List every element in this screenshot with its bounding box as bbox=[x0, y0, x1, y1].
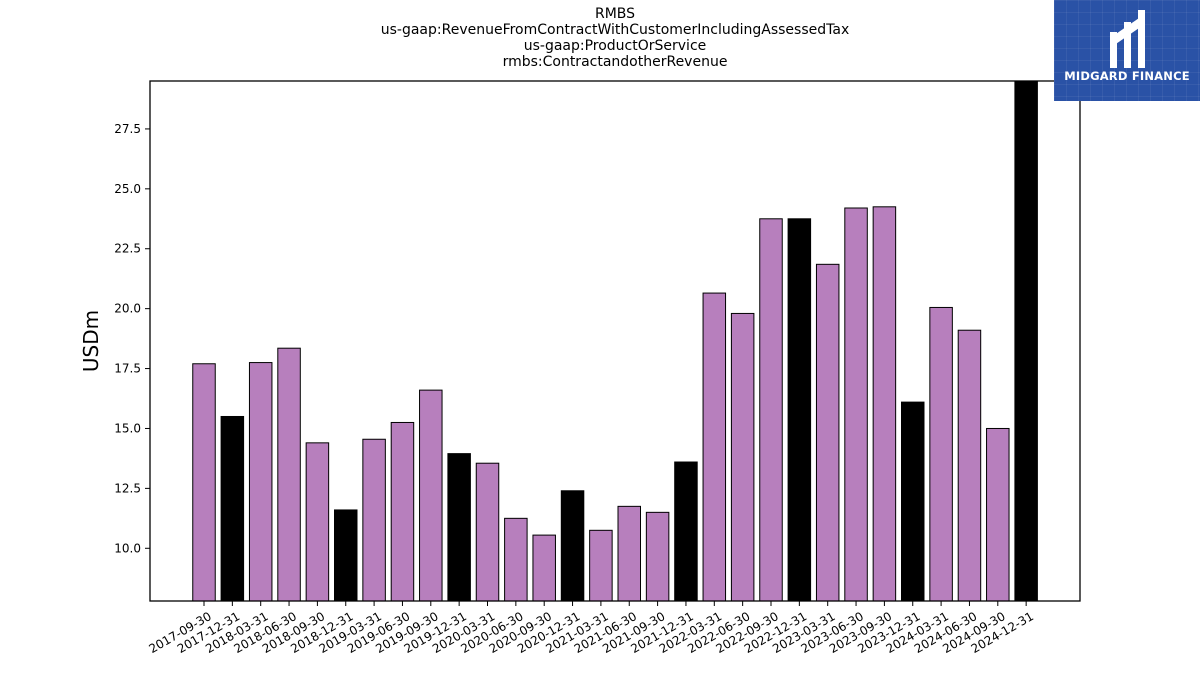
bar-2017-09-30 bbox=[192, 363, 216, 602]
bar-2019-09-30 bbox=[419, 389, 443, 602]
bar-2021-09-30 bbox=[645, 511, 670, 602]
bar-2018-06-30 bbox=[277, 347, 301, 602]
bar-2022-06-30 bbox=[730, 312, 755, 602]
bar-2018-03-31 bbox=[248, 362, 273, 602]
y-tick-label-12.5: 12.5 bbox=[114, 481, 141, 495]
bar-2019-03-31 bbox=[362, 438, 386, 602]
y-axis-label: USDm bbox=[79, 310, 103, 372]
y-tick-label-20: 20.0 bbox=[114, 302, 141, 316]
bar-2020-12-31 bbox=[560, 490, 585, 602]
y-tick-label-17.5: 17.5 bbox=[114, 362, 141, 376]
chart-title: RMBS bbox=[594, 6, 636, 22]
logo-text: MIDGARD FINANCE bbox=[1064, 69, 1190, 83]
logo-mark-icon bbox=[1110, 10, 1145, 68]
bar-2018-09-30 bbox=[305, 442, 330, 602]
bar-2017-12-31 bbox=[220, 415, 245, 602]
chart-subtitle-member: rmbs:ContractandotherRevenue bbox=[502, 54, 728, 70]
bar-2024-06-30 bbox=[957, 329, 982, 602]
bar-2024-09-30 bbox=[986, 427, 1010, 602]
bar-2019-12-31 bbox=[447, 453, 471, 602]
bar-2023-03-31 bbox=[815, 263, 840, 602]
y-tick-label-25: 25.0 bbox=[114, 182, 141, 196]
bar-2022-03-31 bbox=[702, 292, 727, 602]
bar-2024-03-31 bbox=[929, 306, 953, 602]
bar-2019-06-30 bbox=[390, 421, 415, 602]
midgard-finance-logo: MIDGARD FINANCE bbox=[1054, 0, 1200, 101]
bar-2020-06-30 bbox=[504, 517, 528, 602]
bar-2023-09-30 bbox=[872, 206, 897, 602]
y-tick-label-15: 15.0 bbox=[114, 421, 141, 435]
bar-2020-09-30 bbox=[532, 534, 556, 602]
bar-2023-12-31 bbox=[901, 401, 925, 602]
bar-2020-03-31 bbox=[475, 462, 500, 602]
bar-2021-03-31 bbox=[589, 529, 613, 602]
bar-2022-09-30 bbox=[759, 218, 783, 602]
bar-2023-06-30 bbox=[844, 207, 868, 602]
bar-2022-12-31 bbox=[787, 218, 812, 602]
chart-subtitle-axis: us-gaap:ProductOrService bbox=[523, 38, 707, 54]
y-tick-label-22.5: 22.5 bbox=[114, 242, 141, 256]
bar-2024-12-31 bbox=[1014, 80, 1038, 602]
chart-title-block: RMBS us-gaap:RevenueFromContractWithCust… bbox=[150, 6, 1080, 70]
y-tick-label-27.5: 27.5 bbox=[114, 122, 141, 136]
chart-subtitle-concept: us-gaap:RevenueFromContractWithCustomerI… bbox=[380, 22, 850, 38]
y-tick-label-10: 10.0 bbox=[114, 541, 141, 555]
bar-2021-06-30 bbox=[617, 505, 641, 602]
bar-2021-12-31 bbox=[674, 461, 698, 602]
plot-frame bbox=[149, 80, 1081, 602]
bar-2018-12-31 bbox=[334, 509, 358, 602]
